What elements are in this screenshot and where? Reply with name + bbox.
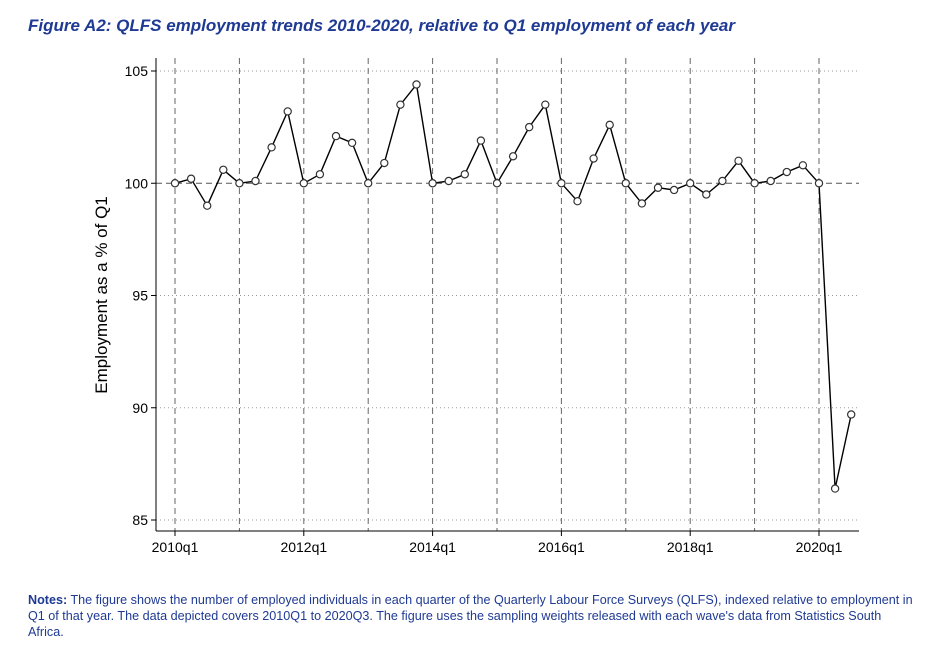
notes: Notes: The figure shows the number of em… [28,592,918,640]
x-tick-label: 2014q1 [409,539,456,555]
data-point [186,174,196,183]
data-point [219,165,228,174]
data-point [283,107,292,116]
data-point [782,167,792,177]
data-point [251,176,260,186]
notes-text: The figure shows the number of employed … [28,593,913,639]
data-point [814,179,824,188]
x-tick-label: 2018q1 [667,539,714,555]
y-axis-label: Employment as a % of Q1 [92,196,111,393]
data-point [589,154,598,163]
data-point [347,138,357,148]
data-point [637,199,647,208]
plot-area [156,58,859,531]
x-tick-label: 2016q1 [538,539,585,555]
grid-lines [156,58,859,531]
y-tick-label: 85 [132,512,148,528]
x-tick-label: 2012q1 [280,539,327,555]
data-point [621,179,631,188]
data-point [492,179,502,188]
data-point [267,143,276,152]
data-point [331,131,341,141]
data-point [170,179,180,188]
data-point [605,120,614,130]
x-tick-label: 2020q1 [796,539,843,555]
axes: 85 90 95 100 105 2010q1 2012q1 2014q1 2016q1 2018… [125,58,859,555]
figure-title: Figure A2: QLFS employment trends 2010-2… [28,16,735,35]
y-tick-label: 105 [125,63,149,79]
data-point [396,100,405,109]
data-point [412,80,421,89]
data-point [444,176,453,186]
data-point [669,185,679,195]
data-point [653,183,663,192]
data-point [798,161,808,170]
data-point [380,158,389,168]
data-point [573,197,582,206]
data-point [830,484,840,493]
data-point [299,179,308,188]
data-point [734,156,743,165]
chart: 85 90 95 100 105 2010q1 2012q1 2014q1 2016q1 2018… [92,58,859,555]
data-point [235,179,244,188]
data-point [750,179,759,188]
data-point [508,152,518,161]
data-point [557,179,566,188]
data-point [718,176,727,186]
data-point [202,201,212,210]
y-tick-label: 95 [132,288,148,304]
data-point [428,179,437,188]
y-tick-label: 90 [132,400,148,416]
y-tick-label: 100 [125,175,149,191]
x-tick-label: 2010q1 [152,539,199,555]
data-point [364,179,373,188]
data-point [766,176,775,186]
data-point [460,170,469,179]
line-chart: 85 90 95 100 105 2010q1 2012q1 2014q1 2016q1 2018… [92,58,859,555]
data-point [847,410,856,419]
data-point [686,179,695,188]
data-point [525,122,534,132]
series-employment [170,80,856,493]
notes-label: Notes: [28,593,68,607]
data-point [702,190,711,199]
data-point [315,170,325,179]
data-point [541,100,550,109]
data-point [476,136,486,145]
